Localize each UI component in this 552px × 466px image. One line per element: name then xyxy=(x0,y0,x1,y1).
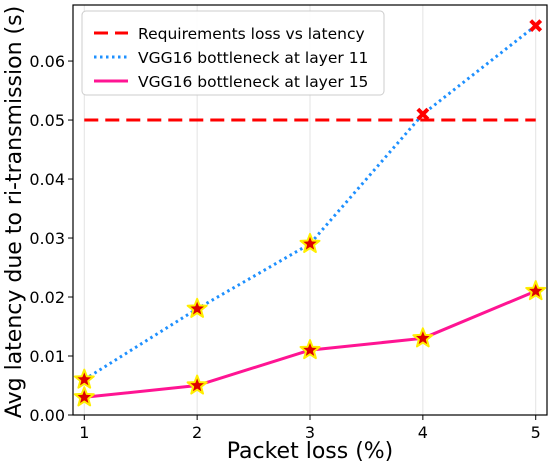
data-point-star xyxy=(186,374,208,395)
data-point-cross xyxy=(416,107,430,121)
data-point-cross xyxy=(529,19,543,33)
x-tick-label: 4 xyxy=(418,423,428,442)
y-tick-label: 0.01 xyxy=(29,347,65,366)
legend-label: Requirements loss vs latency xyxy=(138,25,365,43)
y-tick-label: 0.04 xyxy=(29,170,65,189)
x-axis-label: Packet loss (%) xyxy=(227,439,394,462)
data-point-star xyxy=(186,297,208,318)
data-point-star xyxy=(73,368,95,389)
legend: Requirements loss vs latency VGG16 bottle… xyxy=(81,10,385,96)
data-point-star xyxy=(525,280,547,301)
y-axis-label: Avg latency due to ri-transmission (s) xyxy=(2,6,27,418)
y-tick-label: 0.05 xyxy=(29,111,65,130)
tick-layer: 1 2 3 4 5 0.00 0.01 0.02 0.03 0.04 0.05 0.06 xyxy=(29,52,540,442)
data-point-star xyxy=(299,232,321,254)
marker-layer xyxy=(73,19,547,407)
y-tick-label: 0.03 xyxy=(29,229,65,248)
legend-frame xyxy=(81,10,385,96)
y-tick-label: 0.02 xyxy=(29,288,65,307)
x-tick-label: 2 xyxy=(192,423,202,442)
x-tick-label: 5 xyxy=(531,423,541,442)
data-point-star xyxy=(412,327,434,348)
legend-label: VGG16 bottleneck at layer 11 xyxy=(138,49,368,67)
data-point-star xyxy=(299,339,321,360)
x-tick-label: 3 xyxy=(305,423,315,442)
data-point-star xyxy=(73,386,95,407)
x-tick-label: 1 xyxy=(79,423,89,442)
y-tick-label: 0.06 xyxy=(29,52,65,71)
y-tick-label: 0.00 xyxy=(29,406,65,425)
legend-label: VGG16 bottleneck at layer 15 xyxy=(138,73,368,91)
